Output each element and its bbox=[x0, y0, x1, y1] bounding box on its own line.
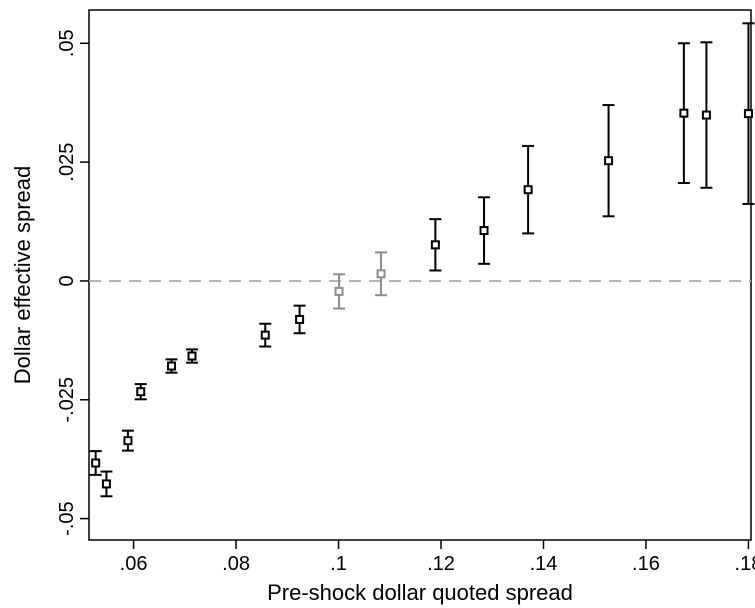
data-point bbox=[375, 251, 388, 297]
data-point bbox=[602, 104, 615, 218]
y-tick-label: -.025 bbox=[56, 377, 78, 423]
data-point bbox=[100, 470, 113, 498]
data-point bbox=[134, 383, 147, 401]
x-tick-label: .08 bbox=[222, 553, 250, 575]
data-point bbox=[333, 273, 346, 310]
x-tick-label: .16 bbox=[632, 553, 660, 575]
y-tick-label: .05 bbox=[56, 29, 78, 57]
y-tick-label: .025 bbox=[56, 143, 78, 182]
x-tick-label: .18 bbox=[735, 553, 755, 575]
point-marker bbox=[679, 108, 689, 118]
data-point bbox=[293, 304, 306, 335]
point-marker bbox=[430, 240, 440, 250]
x-tick-label: .12 bbox=[427, 553, 455, 575]
point-marker bbox=[479, 226, 489, 236]
plot-frame bbox=[88, 9, 752, 541]
y-axis: -.05 -.025 0 .025 .05 bbox=[56, 29, 89, 536]
data-point bbox=[522, 144, 535, 235]
data-point bbox=[89, 450, 102, 476]
data-point bbox=[742, 22, 755, 205]
point-marker bbox=[91, 458, 101, 468]
point-marker bbox=[376, 269, 386, 279]
data-point bbox=[429, 218, 442, 272]
x-tick-label: .1 bbox=[330, 553, 347, 575]
point-marker bbox=[295, 314, 305, 324]
data-point bbox=[700, 41, 713, 189]
data-point bbox=[677, 42, 690, 185]
point-marker bbox=[334, 286, 344, 296]
point-marker bbox=[187, 351, 197, 361]
point-marker bbox=[604, 156, 614, 166]
y-tick-label: 0 bbox=[56, 275, 78, 286]
point-marker bbox=[101, 479, 111, 489]
x-tick-label: .06 bbox=[120, 553, 148, 575]
x-axis: .06 .08 .1 .12 .14 .16 .18 bbox=[120, 540, 755, 575]
x-axis-title: Pre-shock dollar quoted spread bbox=[267, 580, 573, 605]
point-marker bbox=[523, 185, 533, 195]
data-point bbox=[121, 429, 134, 452]
point-marker bbox=[260, 330, 270, 340]
point-marker bbox=[123, 436, 133, 446]
point-marker bbox=[701, 110, 711, 120]
data-point bbox=[185, 348, 198, 364]
y-tick-label: -.05 bbox=[56, 501, 78, 535]
y-axis-title: Dollar effective spread bbox=[10, 166, 35, 385]
data-points bbox=[89, 22, 755, 498]
data-point bbox=[478, 196, 491, 265]
point-marker bbox=[136, 387, 146, 397]
point-marker bbox=[166, 361, 176, 371]
data-point bbox=[259, 322, 272, 348]
data-point bbox=[165, 358, 178, 374]
x-tick-label: .14 bbox=[530, 553, 558, 575]
point-marker bbox=[743, 109, 753, 119]
